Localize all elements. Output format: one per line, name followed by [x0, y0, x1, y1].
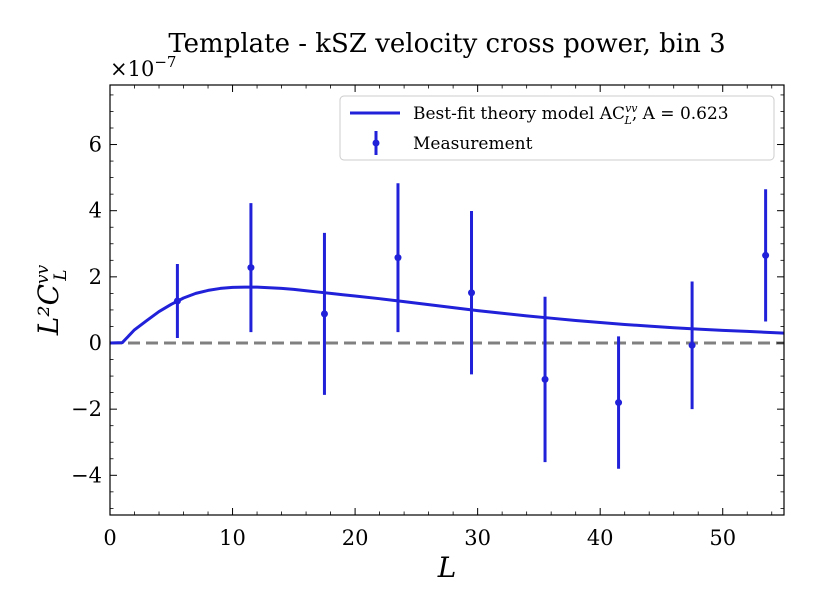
y-tick-label: 2: [89, 265, 102, 289]
measurement-point: [762, 251, 770, 259]
measurement-point: [615, 399, 623, 407]
x-tick-label: 50: [709, 526, 736, 550]
x-tick-label: 0: [103, 526, 116, 550]
y-axis-label: L²CvvL: [32, 264, 71, 336]
legend-measurement-label: Measurement: [413, 134, 533, 154]
measurement-point: [468, 289, 476, 297]
legend-box: [339, 95, 775, 161]
plot-frame: [109, 84, 785, 516]
y-tick-label: 0: [89, 331, 102, 355]
x-tick-label: 30: [464, 526, 491, 550]
y-offset-exponent: −7: [154, 53, 176, 71]
x-tick-label: 40: [587, 526, 614, 550]
measurement-point: [320, 310, 328, 318]
y-offset-text: ×10−7: [110, 53, 176, 81]
y-tick-label: 6: [89, 133, 102, 157]
legend: Best-fit theory model ACvv L, A = 0.623 M…: [339, 95, 775, 161]
measurement-point: [541, 375, 549, 383]
x-tick-label: 10: [219, 526, 246, 550]
y-offset-base: ×10: [110, 57, 154, 81]
measurement-point: [688, 341, 696, 349]
legend-model-label: Best-fit theory model ACvv L, A = 0.623: [413, 102, 729, 127]
measurement-point: [394, 254, 402, 262]
x-tick-label: 20: [342, 526, 369, 550]
legend-measurement-marker: [372, 139, 380, 147]
y-tick-label: −2: [71, 397, 102, 421]
y-tick-label: −4: [71, 463, 102, 487]
chart-title: Template - kSZ velocity cross power, bin…: [168, 29, 725, 59]
model-curve: [109, 285, 785, 345]
measurement-point: [173, 297, 181, 305]
y-tick-label: 4: [89, 199, 102, 223]
measurement-point: [247, 264, 255, 272]
x-axis-label: L: [437, 551, 457, 584]
